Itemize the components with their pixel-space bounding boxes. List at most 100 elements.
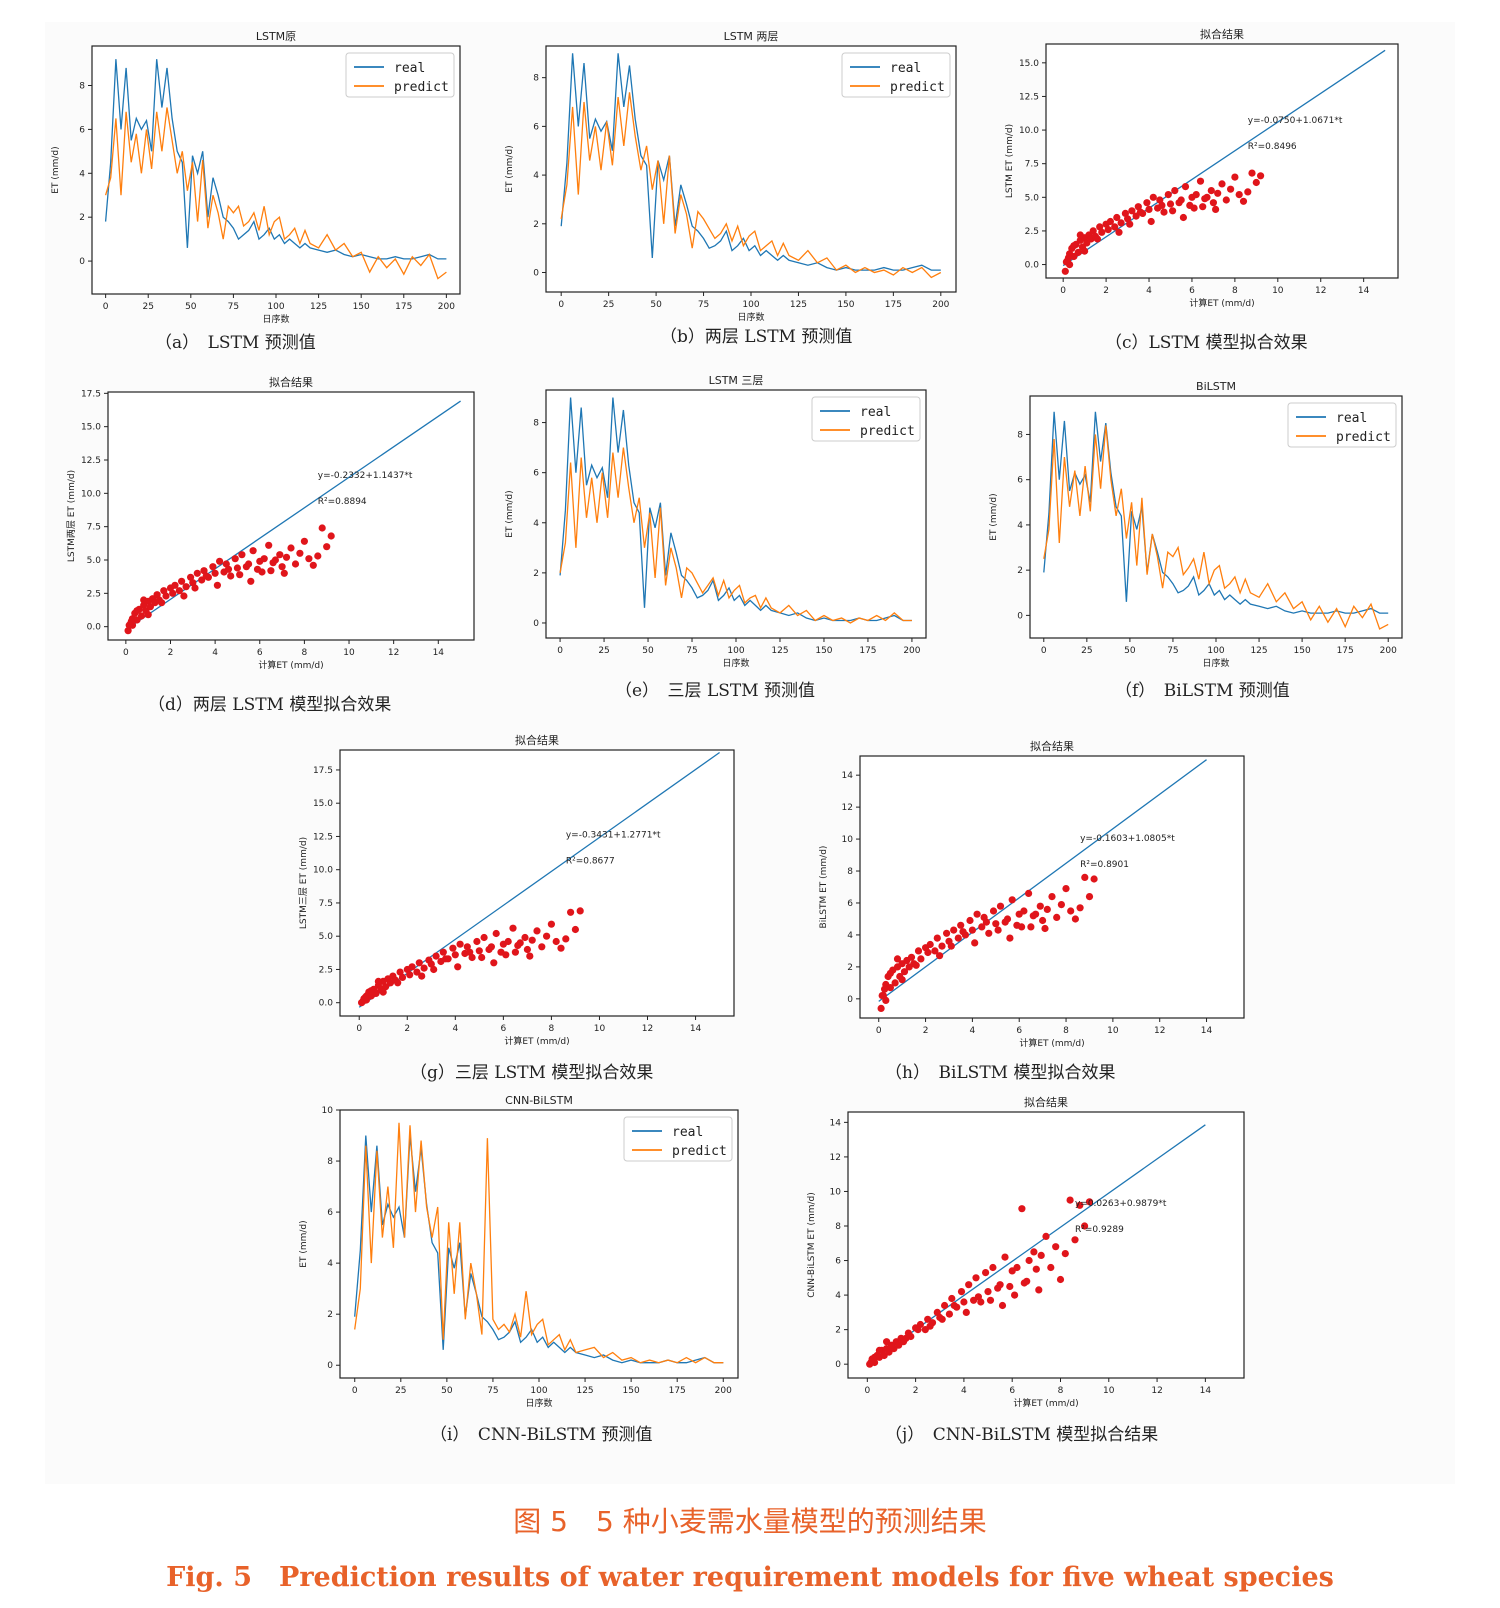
scatter-point [291,560,300,568]
scatter-point [576,907,584,915]
scatter-point [902,1334,910,1342]
scatter-point [973,910,981,918]
scatter-point [904,1329,913,1337]
plot-frame [545,45,957,293]
chart-a: LSTM原 0 25 50 75 100 125 150 175 200 0 2 4 6 8 日序数 ET (m… [51,30,461,325]
x-tick-label: 25 [598,646,609,656]
r-squared: R²=0.8901 [1080,860,1129,870]
scatter-point [1018,923,1026,931]
scatter-point [917,955,925,963]
scatter-point [892,1338,900,1346]
scatter-point [360,995,368,1003]
x-tick-label: 100 [267,302,284,312]
scatter-point [926,1322,934,1330]
series-line-predict [354,1122,724,1364]
x-tick-label: 50 [642,646,654,656]
fit-equation: y=-0.1603+1.0805*t [1080,834,1175,844]
series-line-real [560,53,941,271]
scatter-point [204,573,212,581]
scatter-point [358,999,366,1007]
x-tick-label: 150 [1294,646,1311,656]
scatter-point [1068,244,1076,252]
chart-title: 拟合结果 [515,733,559,747]
x-tick-label: 6 [1009,1386,1015,1396]
subfigure-caption-i: （i） CNN-BiLSTM 预测值 [430,1425,653,1445]
scatter-point [966,916,974,925]
y-tick-label: 14 [830,1118,842,1128]
scatter-point [362,996,370,1004]
y-tick-label: 2.5 [87,589,101,599]
y-tick-label: 7.5 [319,899,333,909]
scatter-point [153,591,161,599]
series-line-predict [560,92,942,279]
scatter-point [439,948,447,956]
x-tick-label: 8 [1058,1386,1064,1396]
scatter-point [961,931,970,939]
x-tick-label: 10 [1103,1386,1115,1396]
scatter-point [182,583,190,591]
x-tick-label: 175 [395,302,412,312]
scatter-point [497,948,505,956]
scatter-point [1057,901,1065,909]
scatter-point [1134,203,1142,211]
chart-b: LSTM 两层0 25 50 75 100 125 150 175 20002468日序数ET … [505,30,957,323]
scatter-point [318,524,326,532]
x-tick-label: 125 [790,300,807,310]
scatter-point [957,1288,966,1296]
scatter-point [996,1281,1004,1289]
scatter-point [478,953,486,962]
y-tick-label: 0 [835,1360,841,1370]
scatter-point [1117,219,1125,227]
scatter-point [265,541,273,549]
scatter-point [943,929,951,937]
scatter-point [880,1351,888,1360]
scatter-point [227,572,235,580]
x-tick-label: 14 [1358,286,1370,296]
y-axis-label: CNN-BiLSTM ET (mm/d) [807,1192,817,1298]
y-axis-label: LSTM两层 ET (mm/d) [66,470,77,562]
y-tick-label: 6 [533,122,539,132]
plot-frame [1029,395,1403,639]
y-tick-label: 2 [79,213,85,223]
legend-box [345,52,455,98]
scatter-point [260,555,268,563]
scatter-point [1239,197,1248,205]
y-tick-label: 4 [327,1259,333,1269]
scatter-point [521,933,529,942]
x-tick-label: 14 [1200,1386,1212,1396]
scatter-point [133,616,141,624]
scatter-point [233,564,241,572]
scatter-point [249,547,257,555]
y-tick-label: 6 [327,1208,333,1218]
y-tick-label: 6 [1017,476,1023,486]
scatter-point [1061,267,1069,275]
scatter-point [1066,261,1074,269]
scatter-point [473,937,481,946]
y-tick-label: 14 [842,771,854,781]
scatter-point [1006,1282,1014,1291]
scatter-point [362,992,370,1000]
scatter-point [1169,207,1177,215]
scatter-point [1081,234,1089,242]
scatter-point [327,532,335,540]
scatter-point [869,1355,878,1363]
scatter-point [365,988,373,996]
y-tick-label: 15.0 [313,799,333,809]
x-tick-label: 0 [1060,286,1066,296]
scatter-point [1042,1232,1050,1240]
scatter-point [389,972,397,980]
scatter-point [907,1332,915,1341]
chart-title: LSTM 三层 [709,374,764,387]
scatter-point [926,940,934,949]
scatter-point [403,965,411,974]
scatter-point [287,544,295,552]
scatter-point [193,569,201,577]
scatter-point [887,1341,896,1349]
y-tick-label: 12 [830,1153,841,1163]
scatter-point [896,972,904,981]
scatter-point [1076,1201,1084,1209]
scatter-point [984,1288,992,1296]
y-axis-label: ET (mm/d) [51,146,61,193]
scatter-point [502,951,510,959]
scatter-point [978,923,986,931]
